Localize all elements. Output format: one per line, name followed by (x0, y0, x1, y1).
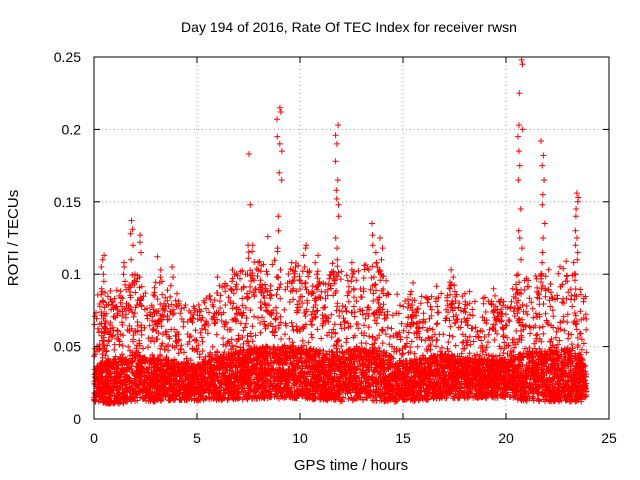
x-tick-labels: 0 5 10 15 20 25 (90, 430, 617, 446)
plot-frame (93, 56, 610, 420)
roti-series-markers (91, 56, 590, 407)
y-tick-label: 0.25 (54, 49, 81, 65)
y-tick-label: 0.2 (62, 121, 82, 137)
chart-title: Day 194 of 2016, Rate Of TEC Index for r… (181, 19, 517, 35)
x-axis-label: GPS time / hours (294, 457, 408, 474)
data-points (91, 56, 590, 407)
y-tick-labels: 0 0.05 0.1 0.15 0.2 0.25 (54, 49, 81, 427)
axis-ticks (93, 56, 610, 420)
x-tick-label: 20 (498, 430, 514, 446)
y-tick-label: 0.1 (62, 266, 82, 282)
x-tick-label: 25 (601, 430, 617, 446)
y-axis-label: ROTI / TECUs (5, 190, 22, 286)
x-tick-label: 10 (292, 430, 308, 446)
y-tick-label: 0.15 (54, 194, 81, 210)
x-tick-label: 0 (90, 430, 98, 446)
grid (94, 57, 609, 419)
x-tick-label: 15 (395, 430, 411, 446)
y-tick-label: 0.05 (54, 339, 81, 355)
y-tick-label: 0 (73, 411, 81, 427)
x-tick-label: 5 (193, 430, 201, 446)
